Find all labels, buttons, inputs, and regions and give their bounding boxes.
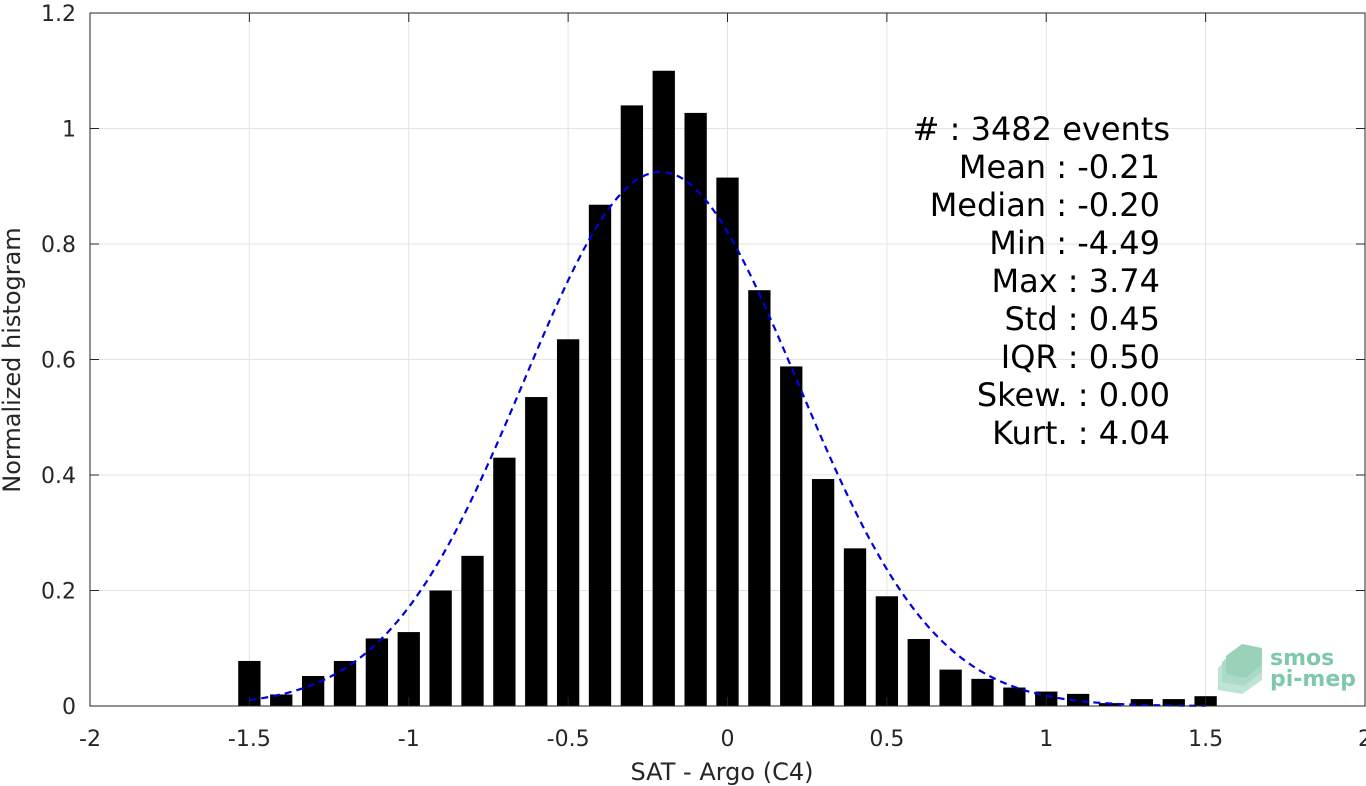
y-tick-label: 1.2 xyxy=(41,2,76,27)
histogram-bar xyxy=(684,112,707,707)
histogram-bars xyxy=(238,70,1217,707)
histogram-bar xyxy=(397,632,420,706)
gaussian-fit-curve xyxy=(249,170,1206,707)
histogram-bar xyxy=(333,660,357,706)
histogram-bar xyxy=(525,397,548,706)
histogram-bar xyxy=(556,339,580,706)
histogram-bar xyxy=(971,678,994,706)
y-tick-label: 0.8 xyxy=(41,233,76,258)
logo-text-pimep: pi-mep xyxy=(1270,667,1356,692)
x-tick-label: -0.5 xyxy=(547,727,590,752)
y-tick-label: 1 xyxy=(62,118,76,143)
histogram-bar xyxy=(1130,699,1154,706)
histogram-bar xyxy=(652,70,675,706)
y-tick-label: 0 xyxy=(62,695,76,720)
y-axis-title: Normalized histogram xyxy=(0,227,26,492)
y-tick-labels: 0 0.2 0.4 0.6 0.8 1 1.2 xyxy=(41,2,76,720)
histogram-bar xyxy=(1066,693,1090,706)
histogram-bar xyxy=(238,660,261,706)
histogram-bar xyxy=(301,675,325,706)
histogram-bar xyxy=(907,639,930,706)
histogram-bar xyxy=(620,105,644,706)
histogram-bar xyxy=(493,457,516,706)
x-tick-labels: -2 -1.5 -1 -0.5 0 0.5 1 1.5 2 xyxy=(79,727,1366,752)
stats-max: Max : 3.74 xyxy=(991,262,1160,300)
histogram-bar xyxy=(1162,699,1185,706)
y-tick-label: 0.2 xyxy=(41,580,76,605)
axis-ticks xyxy=(89,12,1366,707)
histogram-bar xyxy=(716,177,739,706)
stats-kurt: Kurt. : 4.04 xyxy=(992,414,1170,452)
y-tick-label: 0.6 xyxy=(41,349,76,374)
stats-events: # : 3482 events xyxy=(913,110,1170,148)
x-tick-label: 1 xyxy=(1039,727,1053,752)
y-tick-label: 0.4 xyxy=(41,464,76,489)
x-tick-label: 0.5 xyxy=(869,727,904,752)
histogram-bar xyxy=(1003,687,1026,706)
x-tick-label: 2 xyxy=(1358,727,1366,752)
x-tick-label: -1 xyxy=(398,727,420,752)
x-tick-label: 0 xyxy=(721,727,735,752)
histogram-bar xyxy=(939,669,962,706)
stats-min: Min : -4.49 xyxy=(989,224,1160,262)
histogram-bar xyxy=(748,290,771,706)
stats-median: Median : -0.20 xyxy=(930,186,1160,224)
smos-pimep-logo: smos pi-mep xyxy=(1218,644,1356,694)
histogram-bar xyxy=(811,479,835,706)
x-tick-label: 1.5 xyxy=(1188,727,1223,752)
x-tick-label: -2 xyxy=(79,727,101,752)
stats-std: Std : 0.45 xyxy=(1004,300,1160,338)
histogram-bar xyxy=(843,548,867,706)
x-axis-title: SAT - Argo (C4) xyxy=(631,758,814,786)
histogram-bar xyxy=(588,204,612,707)
stats-skew: Skew. : 0.00 xyxy=(977,376,1170,414)
histogram-bar xyxy=(875,596,899,706)
histogram-bar xyxy=(365,638,389,706)
histogram-bar xyxy=(461,555,484,706)
logo-layers-icon xyxy=(1218,644,1262,694)
stats-annotation: # : 3482 events Mean : -0.21 Median : -0… xyxy=(913,110,1170,452)
stats-mean: Mean : -0.21 xyxy=(959,148,1160,186)
stats-iqr: IQR : 0.50 xyxy=(1001,338,1160,376)
logo-text-smos: smos xyxy=(1270,646,1334,671)
histogram-bar xyxy=(780,366,803,706)
x-tick-label: -1.5 xyxy=(228,727,271,752)
histogram-bar xyxy=(429,590,452,706)
histogram-bar xyxy=(270,694,293,706)
